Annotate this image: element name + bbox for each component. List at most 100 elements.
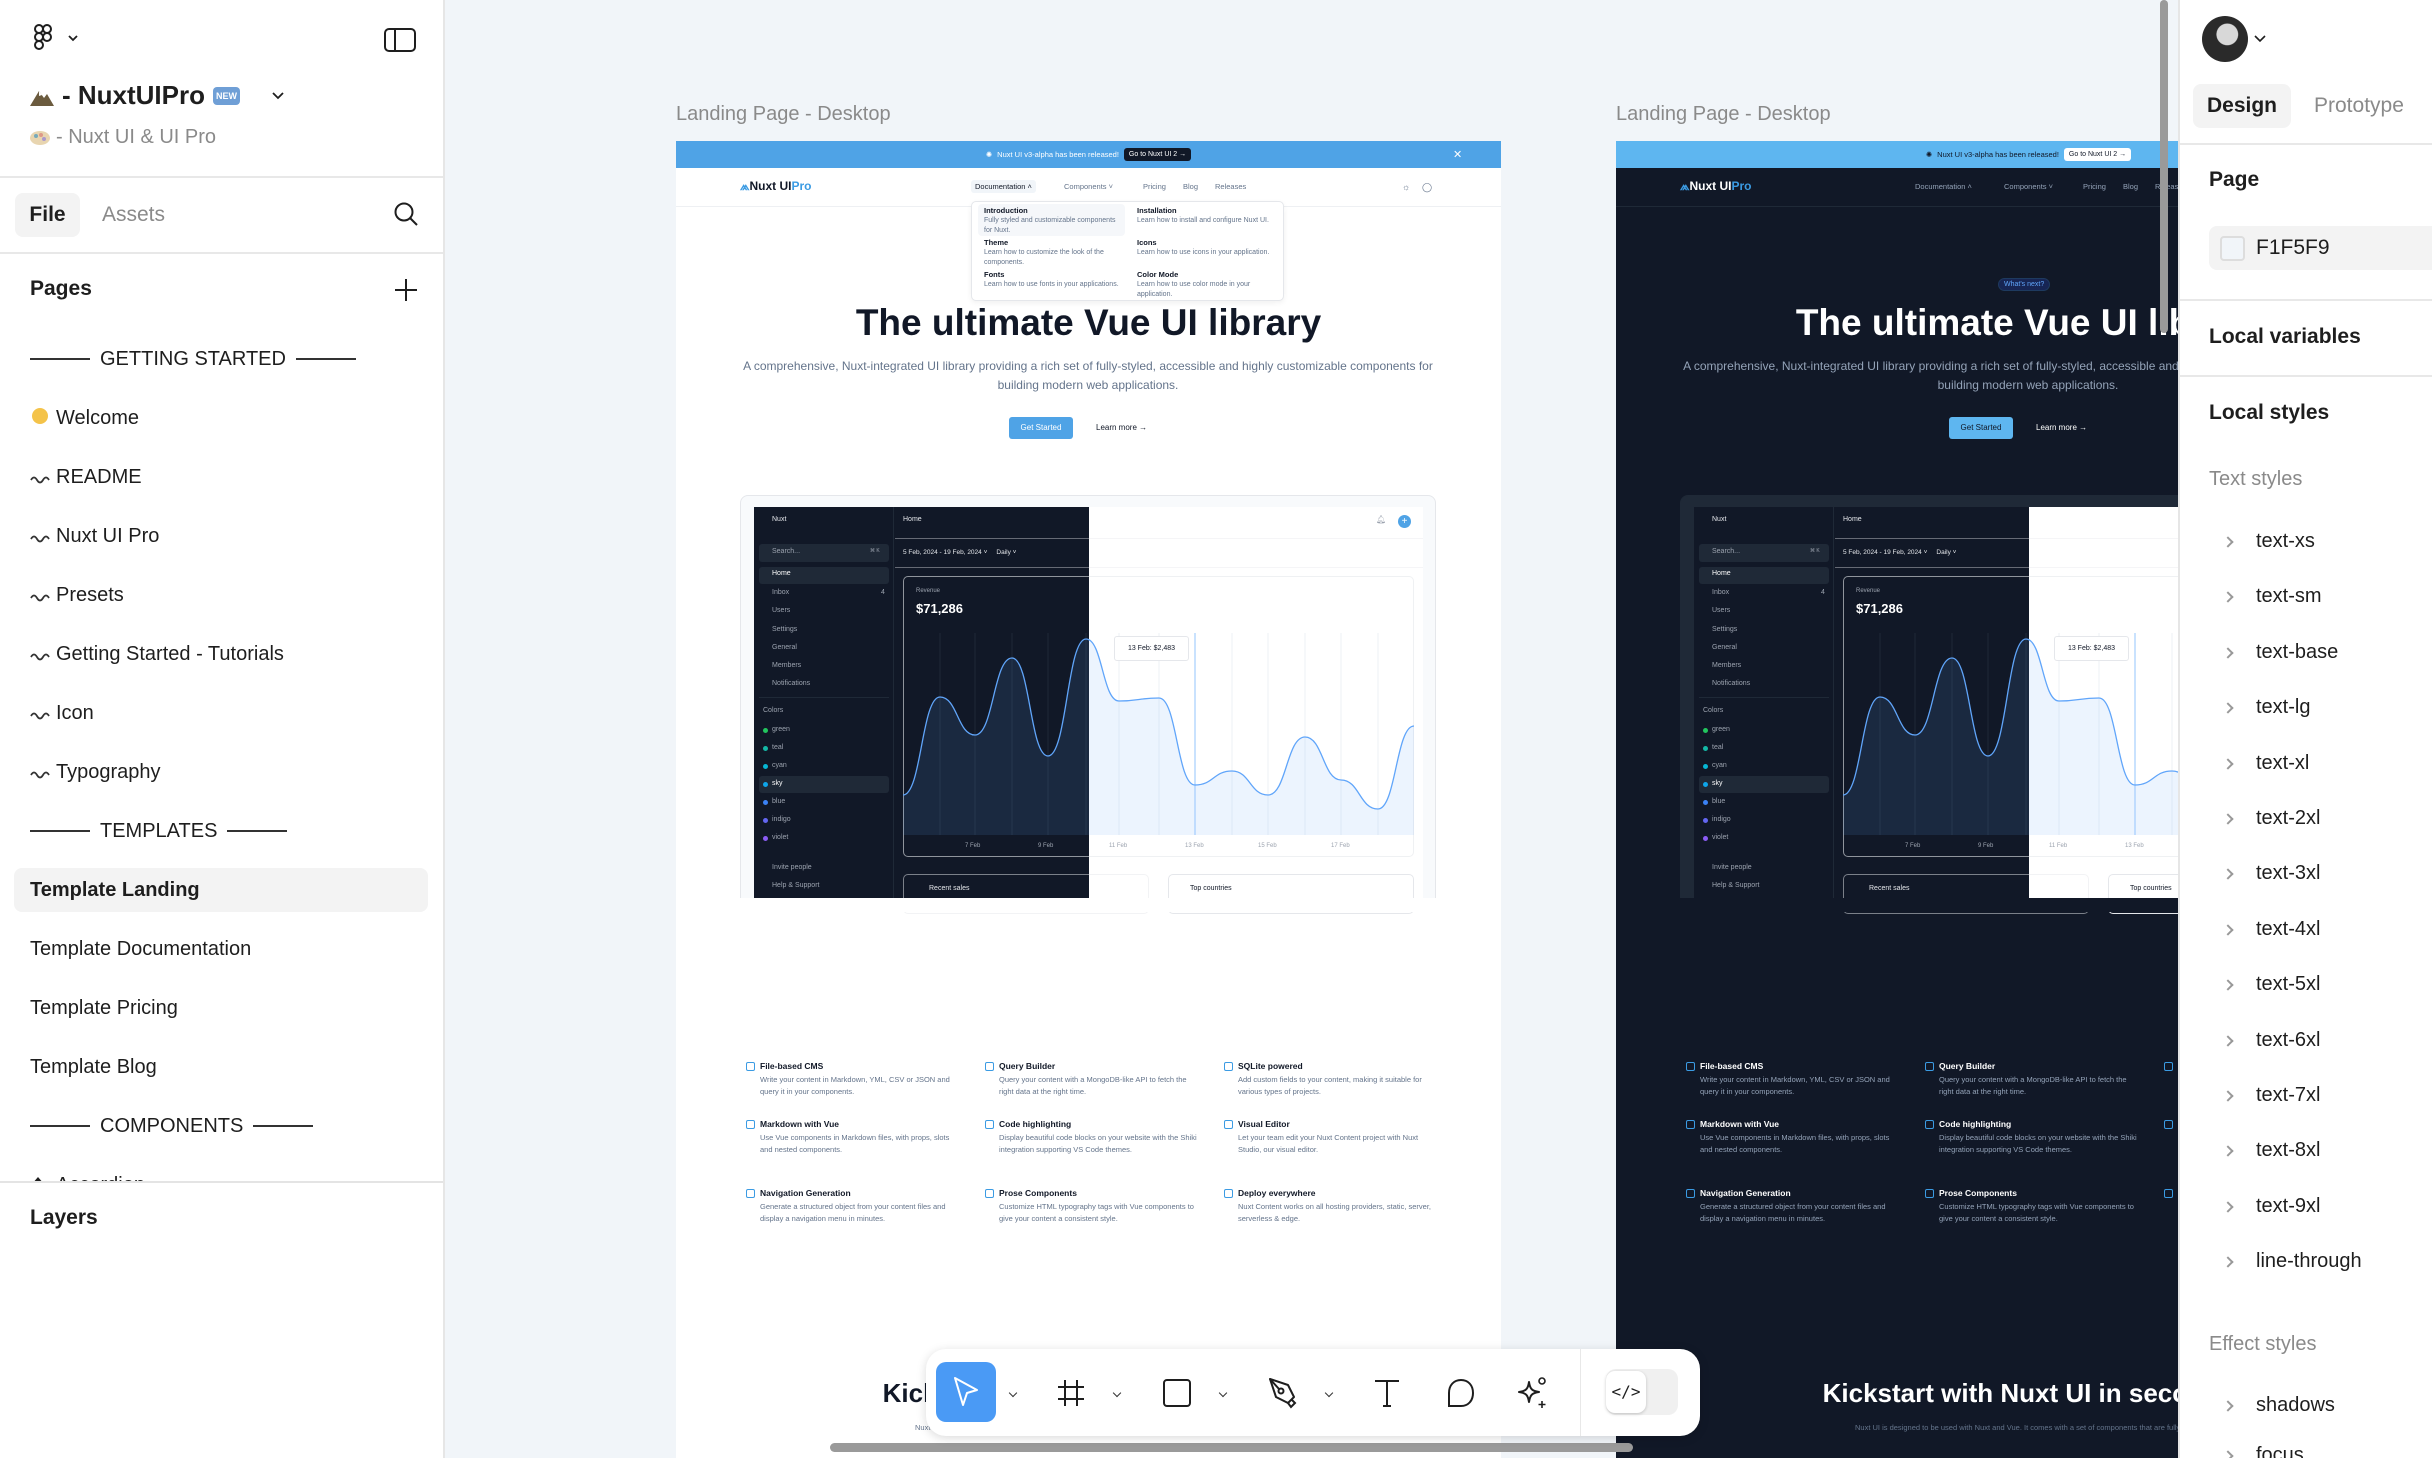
chevron-down-icon[interactable] — [1218, 1388, 1228, 1398]
dash-nav-home[interactable]: Home — [1712, 570, 1731, 577]
text-style-item[interactable]: text-lg — [2256, 696, 2311, 719]
chevron-down-icon[interactable] — [2254, 35, 2266, 43]
dash-nav-home[interactable]: Home — [772, 570, 791, 577]
site-logo[interactable]: ⩕Nuxt UIPro — [740, 179, 812, 193]
nav-components[interactable]: Components ˅ — [1064, 182, 1113, 191]
dashboard-search[interactable] — [759, 544, 889, 562]
ai-tool-button[interactable] — [1514, 1349, 1550, 1436]
chevron-right-icon[interactable] — [2222, 591, 2234, 604]
user-avatar[interactable] — [2202, 16, 2248, 62]
tab-file[interactable]: File — [15, 193, 80, 237]
nav-documentation[interactable]: Documentation ˄ — [1915, 182, 1972, 191]
search-icon[interactable] — [393, 201, 419, 227]
chevron-right-icon[interactable] — [2222, 757, 2234, 770]
colors-label[interactable]: Colors — [763, 707, 784, 714]
color-item[interactable]: violet — [1712, 834, 1729, 841]
file-name[interactable]: - NuxtUIPro NEW — [30, 80, 284, 111]
move-tool-button[interactable] — [936, 1362, 996, 1422]
page-item[interactable]: Getting Started - Tutorials — [30, 640, 284, 669]
effect-style-item[interactable]: focus — [2256, 1444, 2304, 1458]
chevron-right-icon[interactable] — [2222, 1145, 2234, 1158]
tab-design[interactable]: Design — [2193, 84, 2291, 128]
color-item[interactable]: green — [1712, 726, 1730, 733]
banner-button[interactable]: Go to Nuxt UI 2 → — [2063, 148, 2132, 161]
vertical-scrollbar[interactable] — [2160, 0, 2168, 333]
help-support[interactable]: Help & Support — [772, 882, 820, 889]
date-range-picker[interactable]: 5 Feb, 2024 - 19 Feb, 2024 ˅ Daily ˅ — [903, 549, 1017, 556]
dropdown-item[interactable]: Theme Learn how to customize the look of … — [984, 238, 1104, 266]
color-item[interactable]: cyan — [1712, 762, 1727, 769]
page-item[interactable]: Icon — [30, 699, 94, 728]
dash-nav-settings[interactable]: Settings — [1712, 626, 1738, 633]
help-support[interactable]: Help & Support — [1712, 882, 1760, 889]
dev-mode-toggle[interactable]: </> — [1606, 1369, 1678, 1415]
chevron-right-icon[interactable] — [2222, 979, 2234, 991]
chevron-right-icon[interactable] — [2222, 702, 2234, 714]
chevron-right-icon[interactable] — [2222, 647, 2234, 659]
dash-nav-members[interactable]: Members — [772, 662, 802, 669]
local-variables[interactable]: Local variables — [2209, 325, 2361, 348]
chevron-right-icon[interactable] — [2222, 868, 2234, 881]
landing-page-frame-light[interactable]: ✺ Nuxt UI v3-alpha has been released! Go… — [676, 141, 1501, 1458]
comment-tool-button[interactable] — [1444, 1349, 1478, 1436]
nav-pricing[interactable]: Pricing — [1143, 182, 1166, 191]
chevron-down-icon[interactable] — [1112, 1388, 1122, 1398]
text-style-item[interactable]: text-xs — [2256, 530, 2315, 552]
nav-releases[interactable]: Releases — [1215, 182, 1247, 191]
text-style-item[interactable]: text-4xl — [2256, 917, 2321, 940]
page-color-value[interactable]: F1F5F9 — [2256, 236, 2330, 259]
chevron-right-icon[interactable] — [2222, 1090, 2234, 1102]
color-item[interactable]: teal — [1712, 744, 1724, 751]
chevron-right-icon[interactable] — [2222, 1201, 2234, 1213]
get-started-button[interactable]: Get Started — [1009, 417, 1073, 439]
frame-label[interactable]: Landing Page - Desktop — [1616, 103, 1831, 125]
page-item[interactable]: Welcome — [30, 404, 139, 433]
page-item[interactable]: Typography — [30, 758, 161, 787]
dropdown-item[interactable]: Fonts Learn how to use fonts in your appl… — [984, 270, 1119, 288]
text-style-item[interactable]: text-base — [2256, 640, 2339, 663]
close-icon[interactable]: ✕ — [1453, 149, 1463, 161]
whats-next-badge[interactable]: What's next? — [1998, 278, 2051, 291]
text-style-item[interactable]: text-3xl — [2256, 862, 2321, 885]
color-item[interactable]: cyan — [772, 762, 787, 769]
rectangle-tool-button[interactable] — [1160, 1349, 1194, 1436]
page-item[interactable]: Template Documentation — [30, 935, 251, 963]
color-item[interactable]: teal — [772, 744, 784, 751]
chevron-right-icon[interactable] — [2222, 1450, 2234, 1458]
dash-nav-users[interactable]: Users — [772, 607, 791, 614]
frame-tool-button[interactable] — [1054, 1349, 1088, 1436]
color-item[interactable]: green — [772, 726, 790, 733]
add-page-icon[interactable] — [395, 279, 417, 301]
text-style-item[interactable]: text-xl — [2256, 751, 2310, 774]
text-style-item[interactable]: text-5xl — [2256, 973, 2321, 996]
page-item[interactable]: Template Pricing — [30, 994, 178, 1022]
text-style-item[interactable]: line-through — [2256, 1250, 2362, 1273]
dash-nav-general[interactable]: General — [1712, 644, 1737, 651]
text-style-item[interactable]: text-6xl — [2256, 1028, 2321, 1051]
figma-menu-button[interactable] — [28, 22, 78, 56]
learn-more-link[interactable]: Learn more → — [1096, 423, 1148, 432]
text-style-item[interactable]: text-sm — [2256, 585, 2322, 608]
text-tool-button[interactable] — [1370, 1349, 1404, 1436]
invite-people[interactable]: Invite people — [772, 864, 812, 871]
tab-prototype[interactable]: Prototype — [2314, 94, 2404, 117]
dropdown-item[interactable]: Icons Learn how to use icons in your appl… — [1137, 238, 1270, 256]
site-logo[interactable]: ⩕Nuxt UIPro — [1680, 179, 1752, 193]
get-started-button[interactable]: Get Started — [1949, 417, 2013, 439]
dropdown-item[interactable]: Installation Learn how to install and con… — [1137, 206, 1269, 224]
dashboard-search[interactable] — [1699, 544, 1829, 562]
page-item[interactable]: Nuxt UI Pro — [30, 522, 159, 551]
landing-page-frame-dark[interactable]: ✺ Nuxt UI v3-alpha has been released! Go… — [1616, 141, 2178, 1458]
nav-blog[interactable]: Blog — [2123, 182, 2139, 191]
color-item[interactable]: sky — [772, 780, 783, 787]
chevron-right-icon[interactable] — [2222, 1400, 2234, 1412]
page-color-swatch[interactable] — [2220, 236, 2245, 261]
notifications-bell-icon[interactable]: 🔔︎ — [1376, 515, 1387, 524]
horizontal-scrollbar[interactable] — [830, 1443, 1633, 1452]
project-name[interactable]: - Nuxt UI & UI Pro — [30, 126, 216, 149]
dash-nav-general[interactable]: General — [772, 644, 797, 651]
text-style-item[interactable]: text-2xl — [2256, 807, 2321, 829]
colors-label[interactable]: Colors — [1703, 707, 1724, 714]
dash-nav-users[interactable]: Users — [1712, 607, 1731, 614]
nav-documentation[interactable]: Documentation ˄ — [971, 180, 1036, 193]
